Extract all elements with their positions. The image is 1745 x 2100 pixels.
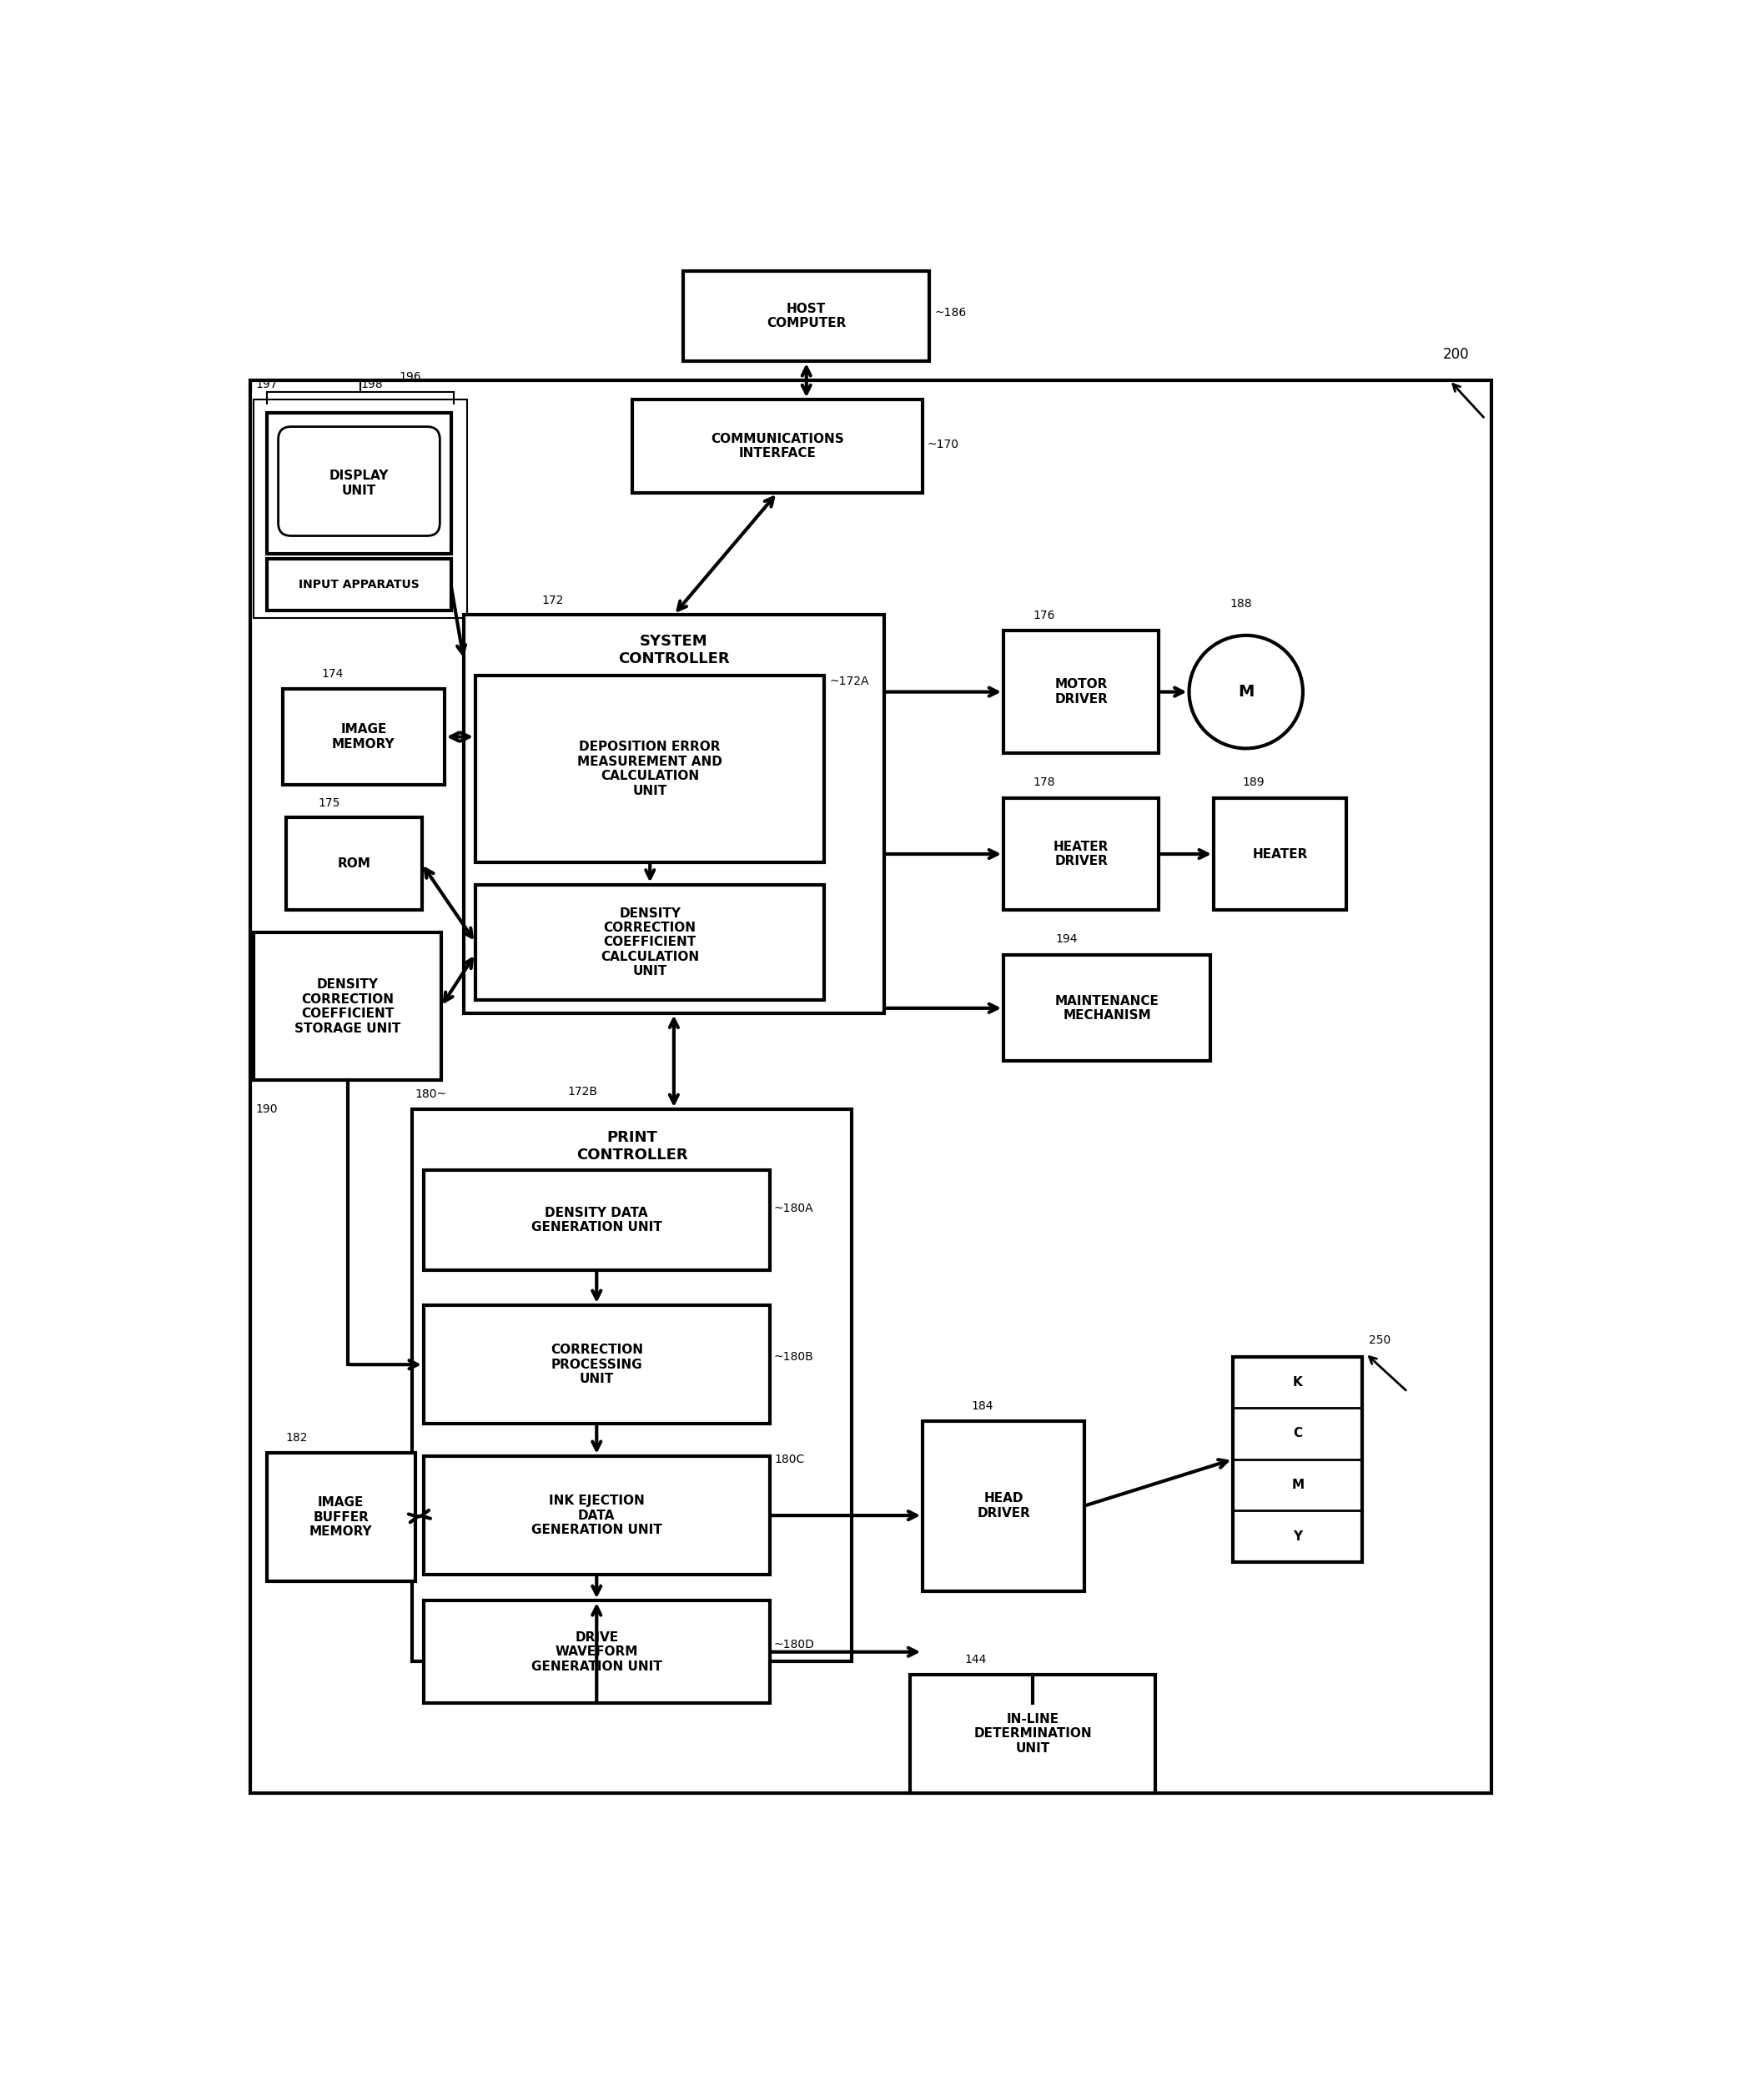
Bar bbox=[684, 271, 930, 361]
Text: 176: 176 bbox=[1033, 609, 1054, 622]
Bar bbox=[475, 676, 824, 863]
Bar bbox=[923, 1422, 1084, 1592]
Bar bbox=[909, 1674, 1155, 1793]
Text: C: C bbox=[1293, 1428, 1302, 1441]
Text: ~180A: ~180A bbox=[775, 1203, 813, 1214]
Text: 198: 198 bbox=[361, 378, 382, 391]
Bar bbox=[267, 559, 450, 611]
Bar bbox=[424, 1170, 770, 1270]
Text: DRIVE
WAVEFORM
GENERATION UNIT: DRIVE WAVEFORM GENERATION UNIT bbox=[530, 1632, 661, 1674]
Text: HEATER
DRIVER: HEATER DRIVER bbox=[1054, 840, 1108, 867]
Text: 190: 190 bbox=[255, 1102, 277, 1115]
Bar bbox=[267, 412, 450, 554]
Text: PRINT
CONTROLLER: PRINT CONTROLLER bbox=[576, 1130, 688, 1163]
Bar bbox=[253, 932, 441, 1079]
Text: 180C: 180C bbox=[775, 1453, 804, 1466]
Bar bbox=[1003, 956, 1211, 1060]
Text: DENSITY
CORRECTION
COEFFICIENT
CALCULATION
UNIT: DENSITY CORRECTION COEFFICIENT CALCULATI… bbox=[600, 907, 700, 979]
Text: 194: 194 bbox=[1056, 932, 1077, 945]
Bar bbox=[267, 1453, 415, 1581]
Text: ~180B: ~180B bbox=[775, 1350, 813, 1363]
Text: 197: 197 bbox=[255, 378, 277, 391]
Text: DISPLAY
UNIT: DISPLAY UNIT bbox=[330, 470, 389, 498]
Text: IN-LINE
DETERMINATION
UNIT: IN-LINE DETERMINATION UNIT bbox=[974, 1714, 1092, 1756]
Text: M: M bbox=[1291, 1478, 1304, 1491]
Bar bbox=[1003, 798, 1159, 909]
Text: 172: 172 bbox=[541, 594, 564, 607]
Bar bbox=[424, 1455, 770, 1575]
Text: MAINTENANCE
MECHANISM: MAINTENANCE MECHANISM bbox=[1056, 995, 1159, 1023]
Text: M: M bbox=[1237, 685, 1255, 699]
Text: IMAGE
MEMORY: IMAGE MEMORY bbox=[332, 722, 394, 750]
Text: DENSITY DATA
GENERATION UNIT: DENSITY DATA GENERATION UNIT bbox=[530, 1207, 661, 1233]
Bar bbox=[1003, 630, 1159, 754]
Text: IMAGE
BUFFER
MEMORY: IMAGE BUFFER MEMORY bbox=[309, 1497, 372, 1537]
Text: CORRECTION
PROCESSING
UNIT: CORRECTION PROCESSING UNIT bbox=[550, 1344, 642, 1386]
Text: ~180D: ~180D bbox=[775, 1638, 815, 1651]
Text: MOTOR
DRIVER: MOTOR DRIVER bbox=[1054, 678, 1108, 706]
Bar bbox=[412, 1109, 852, 1661]
Bar bbox=[632, 399, 923, 494]
Text: DEPOSITION ERROR
MEASUREMENT AND
CALCULATION
UNIT: DEPOSITION ERROR MEASUREMENT AND CALCULA… bbox=[578, 741, 722, 798]
Text: DENSITY
CORRECTION
COEFFICIENT
STORAGE UNIT: DENSITY CORRECTION COEFFICIENT STORAGE U… bbox=[295, 979, 401, 1035]
Text: 188: 188 bbox=[1230, 598, 1251, 609]
Text: 180~: 180~ bbox=[415, 1088, 447, 1100]
Text: Y: Y bbox=[1293, 1531, 1302, 1543]
Bar bbox=[1234, 1357, 1363, 1562]
Text: HEAD
DRIVER: HEAD DRIVER bbox=[977, 1493, 1030, 1520]
Text: 189: 189 bbox=[1242, 777, 1265, 788]
Text: INPUT APPARATUS: INPUT APPARATUS bbox=[298, 580, 419, 590]
Text: SYSTEM
CONTROLLER: SYSTEM CONTROLLER bbox=[618, 634, 729, 666]
Text: INK EJECTION
DATA
GENERATION UNIT: INK EJECTION DATA GENERATION UNIT bbox=[530, 1495, 661, 1537]
Text: K: K bbox=[1293, 1376, 1302, 1388]
Text: ~172A: ~172A bbox=[829, 674, 869, 687]
Text: 175: 175 bbox=[318, 798, 340, 808]
Bar bbox=[251, 380, 1492, 1793]
Bar bbox=[283, 689, 445, 785]
Bar bbox=[475, 884, 824, 1000]
Text: 250: 250 bbox=[1368, 1336, 1391, 1346]
Bar bbox=[253, 399, 468, 617]
Text: 200: 200 bbox=[1443, 346, 1469, 363]
Text: 182: 182 bbox=[286, 1432, 309, 1445]
Text: 172B: 172B bbox=[567, 1086, 597, 1098]
Text: 178: 178 bbox=[1033, 777, 1054, 788]
Text: 174: 174 bbox=[321, 668, 344, 680]
Text: 144: 144 bbox=[965, 1655, 986, 1665]
Bar bbox=[464, 615, 885, 1012]
Text: HEATER: HEATER bbox=[1253, 848, 1307, 861]
Text: COMMUNICATIONS
INTERFACE: COMMUNICATIONS INTERFACE bbox=[710, 433, 845, 460]
Text: HOST
COMPUTER: HOST COMPUTER bbox=[766, 302, 846, 330]
FancyBboxPatch shape bbox=[277, 426, 440, 536]
Bar bbox=[424, 1306, 770, 1424]
Bar bbox=[286, 817, 422, 909]
Text: ROM: ROM bbox=[337, 857, 370, 869]
Text: ~170: ~170 bbox=[927, 439, 960, 452]
Text: ~186: ~186 bbox=[934, 307, 967, 319]
Bar bbox=[424, 1600, 770, 1703]
Text: 184: 184 bbox=[972, 1401, 993, 1411]
Bar bbox=[1215, 798, 1345, 909]
Text: 196: 196 bbox=[400, 372, 421, 382]
